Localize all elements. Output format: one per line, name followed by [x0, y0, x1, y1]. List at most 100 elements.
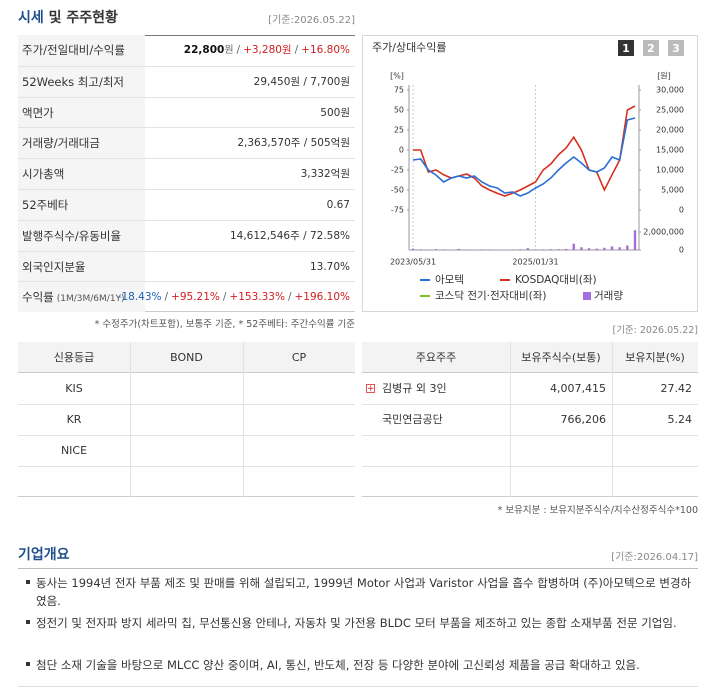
row-line [362, 466, 698, 467]
value-part: / [222, 291, 227, 304]
tick-label: 0 [399, 146, 404, 155]
expand-icon[interactable]: + [366, 384, 375, 394]
tick-label: 25 [394, 126, 404, 135]
footnote: * 보유지분 : 보유지분주식수/지수산정주식수*100 [497, 505, 698, 516]
col-line [612, 373, 613, 404]
header-cell: 주요주주 [415, 351, 457, 364]
volume-bar [534, 249, 537, 250]
volume-bar [541, 249, 545, 250]
row-value: 500원 [320, 106, 350, 119]
tick-label: 20,000 [656, 126, 684, 135]
tick-label: 5,000 [661, 186, 684, 195]
row-line [18, 435, 355, 436]
col-line [510, 342, 511, 373]
bullet [26, 620, 30, 624]
col-line [510, 466, 511, 497]
volume-bar [465, 249, 468, 250]
value-part: -18.43% [117, 291, 162, 304]
legend-swatch [583, 292, 591, 300]
value-part: / [287, 291, 292, 304]
table-cell: 5.24 [667, 413, 693, 426]
legend-label: 아모텍 [435, 274, 464, 286]
col-line [510, 373, 511, 404]
volume-bar [411, 248, 415, 250]
label-text: 액면가 [22, 105, 54, 120]
row-label: 수익률 (1M/3M/6M/1Y) [18, 282, 145, 313]
volume-bar [595, 248, 598, 250]
table-row: 주가/전일대비/수익률 22,800원 / +3,280원 / +16.80% [18, 35, 355, 66]
table-row: 시가총액 3,332억원 [18, 158, 355, 189]
value-part: +3,280원 [243, 44, 292, 56]
volume-bar [427, 249, 430, 250]
col-line [612, 466, 613, 497]
volume-bar [557, 249, 560, 250]
series-line [413, 105, 636, 197]
label-text: 주가/전일대비/수익률 [22, 43, 125, 57]
as-of: [기준:2026.04.17] [611, 552, 698, 563]
volume-bar [442, 249, 445, 250]
row-value: 0.67 [326, 199, 350, 211]
tick-label: -50 [391, 186, 404, 195]
volume-bar [618, 247, 621, 250]
legend-label: KOSDAQ대비(좌) [515, 274, 597, 286]
label-note: (1M/3M/6M/1Y) [56, 294, 125, 305]
table-row: 52Weeks 최고/최저 29,450원 / 7,700원 [18, 65, 355, 97]
chart-button-label[interactable]: 2 [647, 42, 655, 55]
chart-button[interactable] [643, 40, 659, 56]
header-cell: 보유지분(%) [625, 351, 685, 364]
volume-bar [518, 249, 522, 250]
table-row: 액면가 500원 [18, 96, 355, 128]
table-border [18, 35, 355, 313]
col-line [130, 342, 131, 373]
volume-bar [580, 247, 583, 250]
volume-bar [488, 249, 491, 250]
table-cell: 27.42 [660, 382, 693, 395]
col-line [130, 466, 131, 497]
value-part: +196.10% [294, 291, 350, 304]
table-row: 거래량/거래대금 2,363,570주 / 505억원 [18, 127, 355, 159]
col-line [130, 373, 131, 404]
row-label: 외국인지분율 [18, 251, 145, 282]
tick-label: 0 [679, 206, 684, 215]
bullet [26, 580, 30, 584]
overview-item: 정전기 및 전자파 방지 세라믹 칩, 무선통신용 안테나, 자동차 및 가전용… [36, 616, 677, 630]
tick-label: 2,000,000 [643, 228, 684, 237]
tick-label: 50 [394, 106, 404, 115]
bullet [26, 662, 30, 666]
tick-label: 10,000 [656, 166, 684, 175]
volume-bar [633, 230, 637, 250]
chart-button-label[interactable]: 1 [622, 42, 630, 55]
chart-button[interactable] [618, 40, 634, 56]
axis-unit: [원] [657, 72, 671, 81]
col-line [510, 435, 511, 466]
chart-title: 주가/상대수익률 [372, 41, 447, 54]
volume-bar [572, 243, 575, 250]
row-label: 시가총액 [18, 159, 145, 189]
table-cell: 김병규 외 3인 [382, 382, 447, 395]
value-part: / [294, 44, 299, 56]
row-value: 2,363,570주 / 505억원 [237, 137, 350, 150]
value-part: +153.33% [229, 291, 285, 304]
tick-label: -75 [391, 206, 404, 215]
chart: 주가/상대수익률 1 2 3 [%] [원] 75 50 25 0 -25 -50 -75 30,000 2… [372, 40, 684, 302]
footnote: * 수정주가(차트포함), 보통주 기준, * 52주베타: 주간수익률 기준 [94, 319, 355, 330]
col-line [243, 373, 244, 404]
row-value: 22,800원 / +3,280원 / +16.80% [184, 35, 350, 67]
header-cell: 보유주식수(보통) [521, 351, 601, 364]
table-row: 외국인지분율 13.70% [18, 250, 355, 282]
label-text: 발행주식수/유동비율 [22, 228, 122, 243]
label-text: 거래량/거래대금 [22, 136, 100, 151]
table-row: 수익률 (1M/3M/6M/1Y) -18.43% / +95.21% / +153.33%… [18, 281, 355, 313]
chart-button[interactable] [668, 40, 684, 56]
row-line [362, 404, 698, 405]
tick-label: 25,000 [656, 106, 684, 115]
legend-label: 코스닥 전기·전자대비(좌) [435, 290, 546, 302]
table-cell: 4,007,415 [550, 382, 606, 395]
col-line [612, 404, 613, 435]
chart-button-label[interactable]: 3 [672, 42, 680, 55]
row-label: 52Weeks 최고/최저 [18, 66, 145, 97]
value-part: 원 [224, 45, 234, 56]
table-cell: NICE [60, 444, 88, 457]
overview-box [18, 568, 698, 687]
